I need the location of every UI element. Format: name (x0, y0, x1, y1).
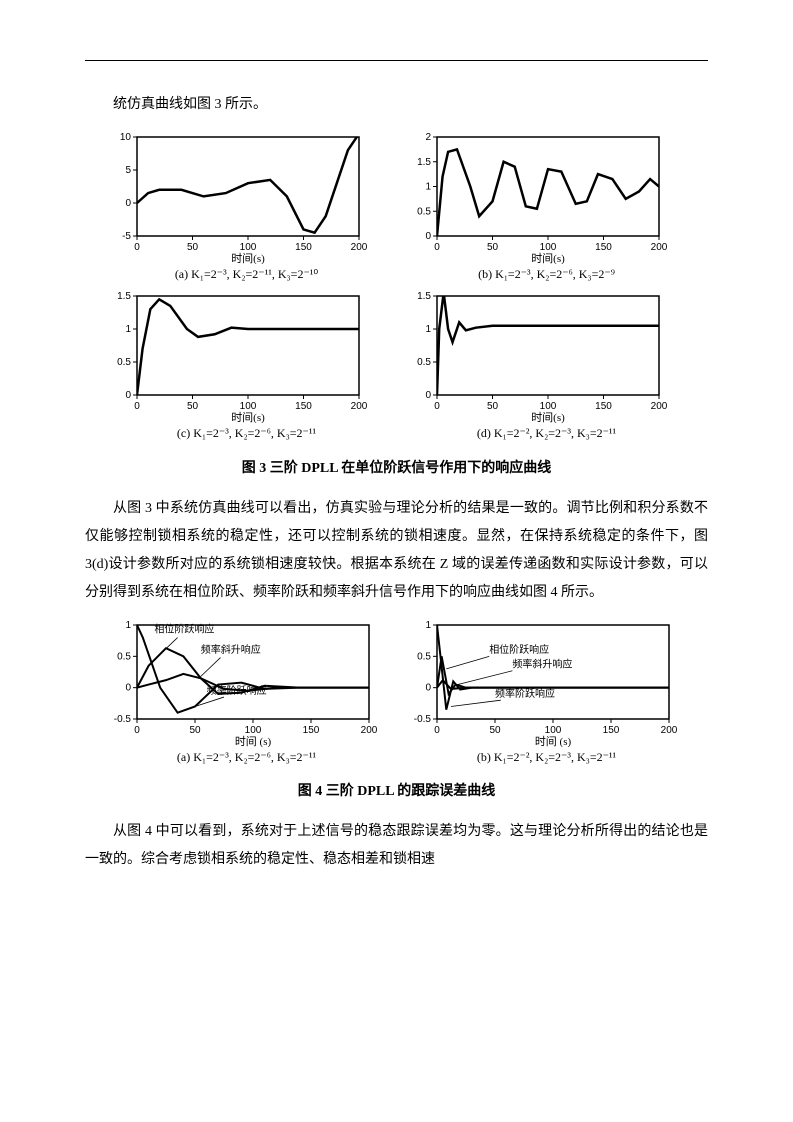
figure-3-grid: 050100150200-50510时间(s)(a) K₁=2⁻³, K₂=2⁻… (85, 129, 708, 447)
svg-text:0: 0 (125, 682, 131, 693)
svg-text:150: 150 (595, 242, 612, 253)
svg-text:50: 50 (486, 242, 498, 253)
svg-text:5: 5 (125, 165, 131, 176)
chart-panel-fig3b: 0 50 100 150 200 0 0.5 1 1.5 2 时间(s) (b) K₁=2⁻³, K₂… (407, 129, 687, 283)
svg-text:1: 1 (425, 182, 431, 193)
end-paragraph: 从图 4 中可以看到，系统对于上述信号的稳态跟踪误差均为零。这与理论分析所得出的… (85, 818, 708, 874)
svg-text:0.5: 0.5 (417, 651, 431, 662)
svg-text:0: 0 (134, 725, 140, 736)
svg-text:0.5: 0.5 (117, 651, 131, 662)
svg-text:200: 200 (660, 725, 676, 736)
svg-text:相位阶跃响应: 相位阶跃响应 (489, 643, 549, 656)
svg-text:50: 50 (486, 401, 498, 412)
svg-text:1.5: 1.5 (117, 291, 131, 302)
svg-text:1.5: 1.5 (417, 157, 431, 168)
svg-text:-0.5: -0.5 (113, 714, 131, 725)
chart-panel-fig3c: 0 50 100 150 200 0 0.5 1 1.5 时间(s) (c) K₁=2⁻³, K₂=… (107, 288, 387, 442)
svg-text:时间 (s): 时间 (s) (234, 735, 271, 747)
svg-text:1: 1 (425, 620, 431, 631)
chart-panel-fig3a: 050100150200-50510时间(s)(a) K₁=2⁻³, K₂=2⁻… (107, 129, 387, 283)
svg-text:频率斜升响应: 频率斜升响应 (512, 657, 572, 670)
panel-caption-fig4a: (a) K₁=2⁻³, K₂=2⁻⁶, K₃=2⁻¹¹ (107, 749, 387, 766)
svg-text:1: 1 (125, 324, 131, 335)
svg-text:200: 200 (650, 242, 666, 253)
svg-text:100: 100 (239, 401, 256, 412)
svg-text:50: 50 (189, 725, 201, 736)
svg-text:1: 1 (125, 620, 131, 631)
svg-text:50: 50 (186, 242, 198, 253)
svg-text:100: 100 (239, 242, 256, 253)
svg-text:2: 2 (425, 132, 431, 143)
svg-text:150: 150 (602, 725, 619, 736)
svg-text:时间 (s): 时间 (s) (534, 735, 571, 747)
svg-text:0: 0 (434, 401, 440, 412)
svg-text:100: 100 (544, 725, 561, 736)
svg-text:100: 100 (539, 242, 556, 253)
svg-text:0: 0 (125, 390, 131, 401)
intro-paragraph: 统仿真曲线如图 3 所示。 (85, 91, 708, 119)
svg-text:0: 0 (425, 231, 431, 242)
svg-text:10: 10 (119, 132, 131, 143)
svg-text:-5: -5 (122, 231, 131, 242)
figure-4-caption: 图 4 三阶 DPLL 的跟踪误差曲线 (85, 778, 708, 806)
figure-4-grid: 050100150200-0.500.51时间 (s)相位阶跃响应频率斜升响应频… (85, 617, 708, 771)
svg-text:0.5: 0.5 (417, 357, 431, 368)
svg-text:0: 0 (125, 198, 131, 209)
svg-text:频率阶跃响应: 频率阶跃响应 (206, 684, 266, 697)
panel-caption-fig4b: (b) K₁=2⁻², K₂=2⁻³, K₃=2⁻¹¹ (407, 749, 687, 766)
mid-paragraph: 从图 3 中系统仿真曲线可以看出，仿真实验与理论分析的结果是一致的。调节比例和积… (85, 495, 708, 607)
svg-text:0: 0 (134, 401, 140, 412)
svg-text:0: 0 (134, 242, 140, 253)
svg-text:频率斜升响应: 频率斜升响应 (200, 643, 260, 656)
svg-text:时间(s): 时间(s) (231, 252, 265, 264)
svg-text:相位阶跃响应: 相位阶跃响应 (154, 622, 214, 635)
chart-panel-fig3d: 0 50 100 150 200 0 0.5 1 1.5 时间(s) (d) K₁=2⁻², K₂=… (407, 288, 687, 442)
svg-text:50: 50 (489, 725, 501, 736)
svg-text:1: 1 (425, 324, 431, 335)
svg-text:时间(s): 时间(s) (231, 411, 265, 423)
panel-caption-fig3b: (b) K₁=2⁻³, K₂=2⁻⁶, K₃=2⁻⁹ (407, 266, 687, 283)
svg-text:150: 150 (295, 242, 312, 253)
chart-panel-fig4b: 050100150200-0.500.51时间 (s)相位阶跃响应频率斜升响应频… (407, 617, 687, 766)
panel-caption-fig3c: (c) K₁=2⁻³, K₂=2⁻⁶, K₃=2⁻¹¹ (107, 425, 387, 442)
svg-text:时间(s): 时间(s) (531, 411, 565, 423)
svg-text:150: 150 (295, 401, 312, 412)
panel-caption-fig3a: (a) K₁=2⁻³, K₂=2⁻¹¹, K₃=2⁻¹⁰ (107, 266, 387, 283)
svg-text:0: 0 (425, 682, 431, 693)
svg-text:200: 200 (650, 401, 666, 412)
svg-text:0: 0 (425, 390, 431, 401)
svg-text:0.5: 0.5 (417, 206, 431, 217)
svg-text:0: 0 (434, 725, 440, 736)
svg-text:200: 200 (350, 401, 366, 412)
figure-3-caption: 图 3 三阶 DPLL 在单位阶跃信号作用下的响应曲线 (85, 455, 708, 483)
svg-text:0.5: 0.5 (117, 357, 131, 368)
svg-text:100: 100 (539, 401, 556, 412)
svg-text:50: 50 (186, 401, 198, 412)
svg-text:1.5: 1.5 (417, 291, 431, 302)
svg-text:150: 150 (595, 401, 612, 412)
chart-panel-fig4a: 050100150200-0.500.51时间 (s)相位阶跃响应频率斜升响应频… (107, 617, 387, 766)
svg-text:-0.5: -0.5 (413, 714, 431, 725)
svg-text:时间(s): 时间(s) (531, 252, 565, 264)
svg-text:频率阶跃响应: 频率阶跃响应 (495, 687, 555, 700)
svg-text:200: 200 (360, 725, 376, 736)
panel-caption-fig3d: (d) K₁=2⁻², K₂=2⁻³, K₃=2⁻¹¹ (407, 425, 687, 442)
svg-text:200: 200 (350, 242, 366, 253)
page-rule (85, 60, 708, 61)
svg-text:100: 100 (244, 725, 261, 736)
svg-text:0: 0 (434, 242, 440, 253)
svg-text:150: 150 (302, 725, 319, 736)
